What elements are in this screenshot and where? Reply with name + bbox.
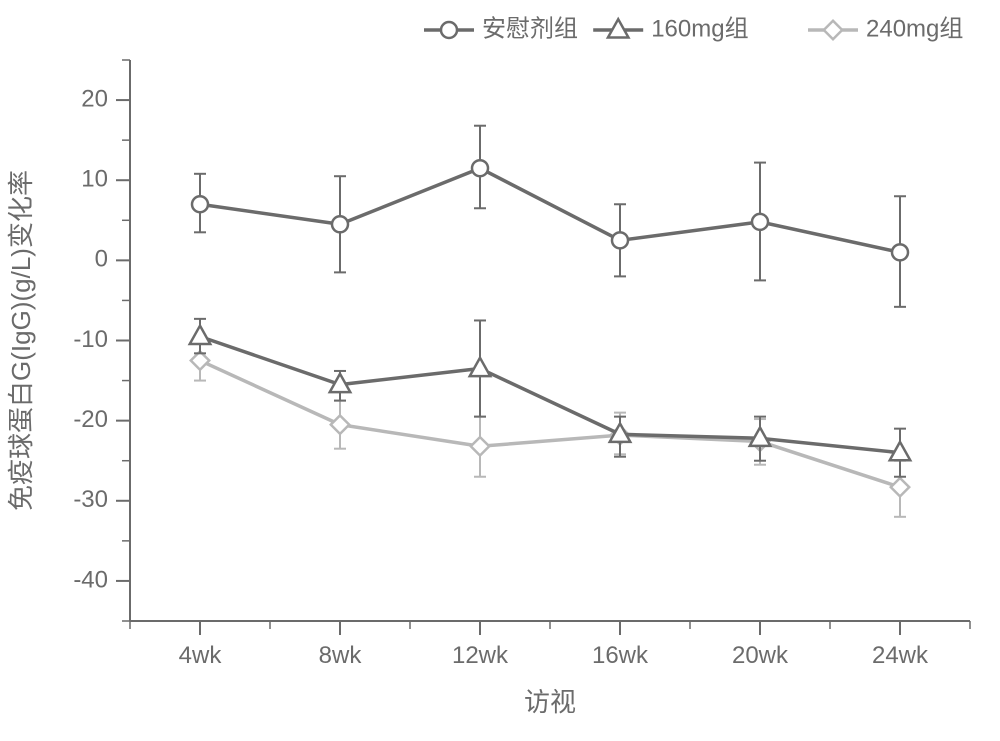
x-tick-label: 4wk: [179, 642, 223, 669]
x-tick-label: 12wk: [452, 642, 509, 669]
y-tick-label: -20: [73, 406, 108, 433]
x-tick-label: 8wk: [319, 642, 363, 669]
x-tick-label: 24wk: [872, 642, 929, 669]
y-tick-label: 0: [95, 246, 108, 273]
series-placebo: [192, 126, 908, 307]
y-axis-label: 免疫球蛋白G(IgG)(g/L)变化率: [6, 170, 36, 511]
y-tick-label: 20: [81, 85, 108, 112]
legend-label-placebo: 安慰剂组: [482, 15, 578, 42]
y-tick-label: 10: [81, 166, 108, 193]
legend-label-d160: 160mg组: [651, 15, 748, 42]
x-axis-label: 访视: [524, 687, 576, 717]
legend: 安慰剂组 160mg组 240mg组: [424, 15, 963, 42]
series-d160: [190, 319, 911, 477]
legend-label-d240: 240mg组: [866, 15, 963, 42]
y-tick-label: -10: [73, 326, 108, 353]
y-tick-label: -30: [73, 486, 108, 513]
igg-change-chart: -40 -30 -20 -10 0 10 20 4wk 8wk 12wk 16wk 20wk 24wk 免…: [0, 0, 1000, 741]
x-tick-label: 20wk: [732, 642, 789, 669]
x-tick-label: 16wk: [592, 642, 649, 669]
axes: -40 -30 -20 -10 0 10 20 4wk 8wk 12wk 16wk 20wk 24wk 免…: [6, 60, 970, 717]
y-tick-label: -40: [73, 566, 108, 593]
series-d240: [191, 341, 909, 517]
